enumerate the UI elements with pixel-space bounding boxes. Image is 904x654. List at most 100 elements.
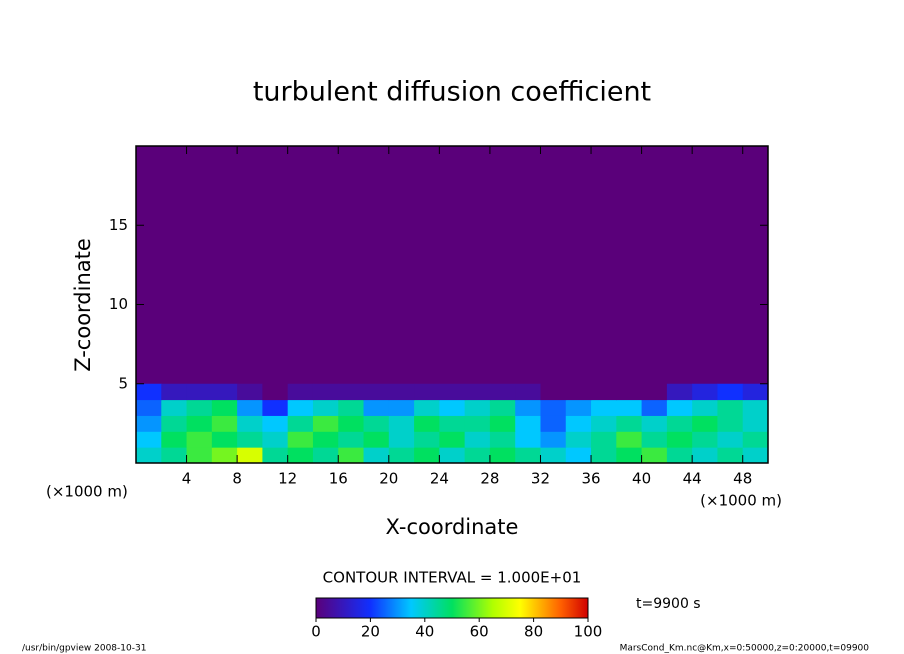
- cell: [439, 447, 466, 464]
- cell: [717, 447, 744, 464]
- cell: [540, 415, 567, 432]
- cell: [312, 415, 339, 432]
- cell: [692, 415, 718, 432]
- cell: [565, 447, 592, 464]
- x-axis-label: X-coordinate: [386, 515, 519, 539]
- cell: [666, 415, 693, 432]
- cell: [692, 383, 718, 401]
- y-tick-label: 5: [118, 374, 128, 392]
- cell: [414, 415, 440, 432]
- cell: [211, 415, 238, 432]
- cell: [363, 447, 390, 464]
- cell: [414, 399, 440, 416]
- cell: [363, 415, 390, 432]
- cell: [515, 415, 541, 432]
- cell: [388, 431, 415, 448]
- cell: [540, 431, 567, 448]
- colorbar-tick-label: 80: [524, 623, 543, 641]
- x-tick-label: 36: [581, 470, 600, 488]
- cell: [186, 383, 213, 401]
- cell: [641, 431, 668, 448]
- cell: [237, 415, 263, 432]
- x-tick-label: 12: [278, 470, 297, 488]
- footer-left: /usr/bin/gpview 2008-10-31: [22, 644, 146, 654]
- cell: [742, 447, 769, 464]
- cell: [616, 447, 643, 464]
- x-tick-label: 32: [531, 470, 550, 488]
- cell: [742, 399, 769, 416]
- cell: [211, 447, 238, 464]
- cell: [414, 447, 440, 464]
- cell: [666, 399, 693, 416]
- cell: [464, 447, 491, 464]
- cell: [464, 415, 491, 432]
- cell: [287, 383, 314, 401]
- cell: [338, 399, 365, 416]
- x-unit: (×1000 m): [700, 492, 782, 510]
- cell: [717, 415, 744, 432]
- cell: [489, 399, 516, 416]
- cell: [666, 383, 693, 401]
- cell: [616, 431, 643, 448]
- cell: [717, 399, 744, 416]
- cell: [641, 383, 668, 401]
- cell: [742, 415, 769, 432]
- cell: [464, 383, 491, 401]
- contour-interval: CONTOUR INTERVAL = 1.000E+01: [323, 569, 582, 587]
- cell: [287, 447, 314, 464]
- x-tick-label: 4: [182, 470, 192, 488]
- cell: [717, 383, 744, 401]
- cell: [287, 399, 314, 416]
- cell: [565, 399, 592, 416]
- cell: [161, 447, 188, 464]
- colorbar-tick-label: 20: [361, 623, 380, 641]
- cell: [262, 415, 289, 432]
- cell: [666, 431, 693, 448]
- cell: [161, 415, 188, 432]
- cell: [338, 383, 365, 401]
- cell: [237, 399, 263, 416]
- cell: [489, 447, 516, 464]
- cell: [540, 399, 567, 416]
- cell: [136, 383, 162, 401]
- cell: [237, 447, 263, 464]
- cell: [641, 399, 668, 416]
- colorbar: [315, 597, 589, 619]
- cell: [616, 383, 643, 401]
- cell: [287, 415, 314, 432]
- cell: [666, 447, 693, 464]
- cell: [262, 399, 289, 416]
- cell: [540, 447, 567, 464]
- x-tick-label: 16: [329, 470, 348, 488]
- cell: [262, 431, 289, 448]
- colorbar-tick-label: 0: [311, 623, 321, 641]
- cell: [237, 383, 263, 401]
- cell: [287, 431, 314, 448]
- cell: [338, 415, 365, 432]
- cell: [186, 447, 213, 464]
- cell: [136, 431, 162, 448]
- chart-title: turbulent diffusion coefficient: [253, 77, 651, 108]
- cell: [742, 431, 769, 448]
- cell: [161, 431, 188, 448]
- colorbar-tick-label: 60: [470, 623, 489, 641]
- cell: [489, 431, 516, 448]
- cell: [186, 431, 213, 448]
- footer-right: MarsCond_Km.nc@Km,x=0:50000,z=0:20000,t=…: [620, 644, 870, 654]
- cell: [186, 399, 213, 416]
- cell: [186, 415, 213, 432]
- x-tick-label: 8: [232, 470, 242, 488]
- cell: [388, 399, 415, 416]
- cell: [515, 447, 541, 464]
- cell: [692, 447, 718, 464]
- cell: [136, 415, 162, 432]
- cell: [161, 383, 188, 401]
- cell: [211, 431, 238, 448]
- cell: [312, 431, 339, 448]
- cell: [136, 399, 162, 416]
- cell: [388, 447, 415, 464]
- cell: [363, 431, 390, 448]
- cell: [565, 431, 592, 448]
